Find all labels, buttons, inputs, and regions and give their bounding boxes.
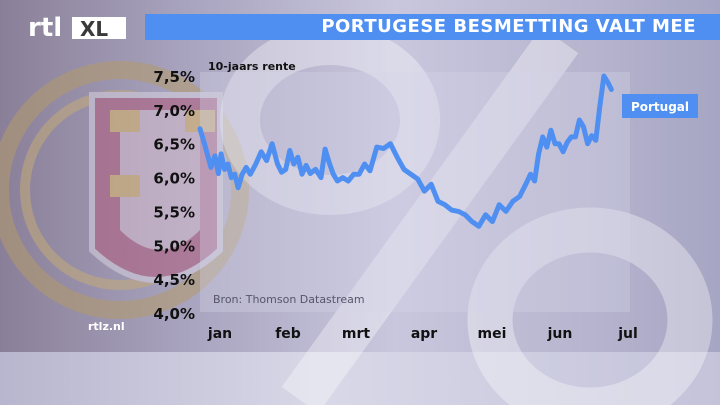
y-tick-label: 6,5% [153,136,195,154]
x-tick-label: apr [411,326,437,342]
y-tick-label: 5,5% [153,203,195,221]
chart-source: Bron: Thomson Datastream [213,293,365,306]
percent-sign-image [220,25,713,405]
y-tick-label: 7,0% [153,102,195,120]
y-tick-label: 4,5% [153,271,195,289]
x-tick-label: jun [547,326,573,342]
x-tick-label: jul [617,326,638,342]
y-tick-label: 6,0% [153,170,195,188]
chart-title: PORTUGESE BESMETTING VALT MEE [321,16,696,37]
coat-of-arms-image [0,61,249,319]
title-bar: PORTUGESE BESMETTING VALT MEE [145,14,720,40]
series-label: Portugal [631,100,689,114]
svg-text:rtl: rtl [28,13,62,42]
x-tick-label: mei [478,326,507,342]
site-watermark: rtlz.nl [88,320,125,333]
y-tick-label: 7,5% [153,68,195,86]
chart-subtitle: 10-jaars rente [208,60,296,73]
y-tick-label: 4,0% [153,305,195,323]
y-tick-label: 5,0% [153,237,195,255]
x-tick-label: mrt [342,326,370,342]
x-tick-label: feb [275,326,301,342]
svg-text:XL: XL [80,17,108,41]
series-line-portugal [197,73,614,229]
series-label-box [622,94,698,118]
x-tick-label: jan [207,326,232,342]
background-bottom [0,352,720,405]
rtl-xl-logo: rtl XL [28,13,126,42]
